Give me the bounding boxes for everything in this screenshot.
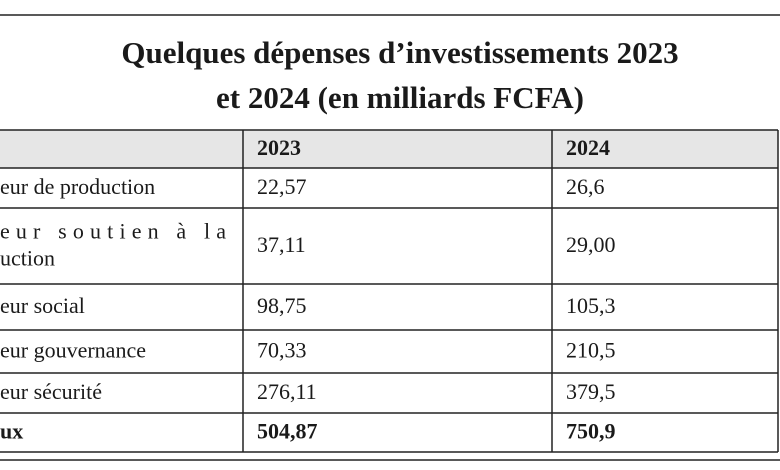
value-cell: 29,00 [566, 232, 616, 257]
value-cell: 22,57 [257, 174, 307, 199]
row-label: eur sécurité [0, 379, 102, 404]
value-cell: 26,6 [566, 174, 605, 199]
value-cell: 37,11 [257, 232, 306, 257]
row-label: eur social [0, 293, 85, 318]
value-cell: 276,11 [257, 379, 317, 404]
row-label: eur soutien à la [0, 219, 226, 244]
row-label: eur de production [0, 174, 155, 199]
header-cell: 2024 [566, 135, 610, 160]
value-cell: 750,9 [566, 419, 616, 444]
value-cell: 504,87 [257, 419, 318, 444]
row-label: ux [0, 419, 23, 444]
value-cell: 210,5 [566, 338, 616, 363]
value-cell: 70,33 [257, 338, 307, 363]
value-cell: 105,3 [566, 293, 616, 318]
header-cell: 2023 [257, 135, 301, 160]
value-cell: 379,5 [566, 379, 616, 404]
header-row [0, 130, 778, 168]
title-line: et 2024 (en milliards FCFA) [216, 80, 584, 115]
title-line: Quelques dépenses d’investissements 2023 [121, 35, 678, 70]
value-cell: 98,75 [257, 293, 307, 318]
row-label: uction [0, 246, 55, 271]
row-label: eur gouvernance [0, 338, 146, 363]
